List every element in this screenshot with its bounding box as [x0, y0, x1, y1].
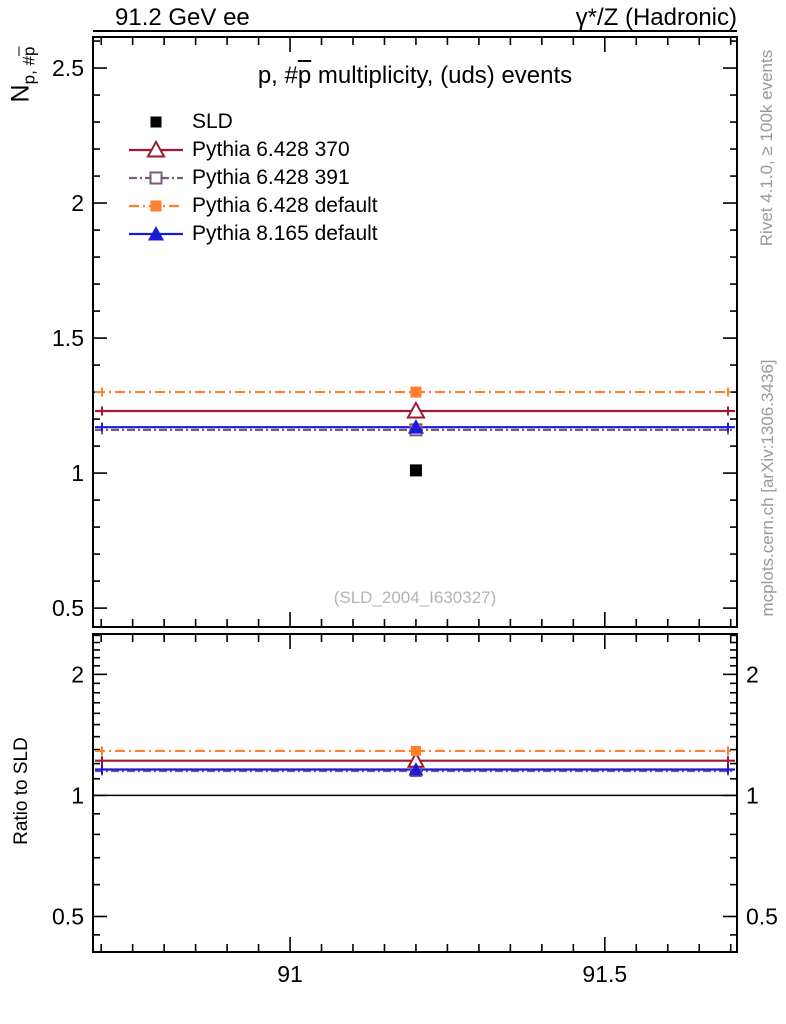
legend-label: Pythia 6.428 391 — [192, 166, 350, 189]
legend-item-pythia6-default: Pythia 6.428 default — [128, 192, 378, 220]
svg-text:91.5: 91.5 — [582, 961, 627, 987]
header-beam-energy: 91.2 GeV ee — [115, 4, 250, 31]
sld-marker-icon — [128, 112, 184, 132]
svg-text:1.5: 1.5 — [52, 325, 84, 351]
main-y-axis-label-subscript-pbar: p — [19, 46, 39, 57]
ratio-y-axis-label: Ratio to SLD — [11, 737, 32, 845]
svg-text:91: 91 — [277, 961, 303, 987]
plot-title: p, #p multiplicity, (uds) events — [93, 62, 737, 90]
plot-title-prefix: p, # — [257, 62, 298, 89]
rivet-version-text: Rivet 4.1.0, ≥ 100k events — [757, 49, 776, 247]
svg-text:0.5: 0.5 — [52, 595, 84, 621]
legend-item-pythia8-default: Pythia 8.165 default — [128, 220, 378, 248]
svg-text:1: 1 — [71, 460, 84, 486]
pythia6-default-marker-icon — [128, 196, 184, 216]
legend-label: SLD — [192, 110, 233, 133]
svg-text:1: 1 — [746, 782, 759, 808]
legend-item-pythia6-391: Pythia 6.428 391 — [128, 164, 378, 192]
svg-text:2.5: 2.5 — [52, 55, 84, 81]
svg-text:2: 2 — [71, 661, 84, 687]
analysis-id-watermark: (SLD_2004_I630327) — [333, 588, 497, 607]
legend-item-pythia6-370: Pythia 6.428 370 — [128, 136, 378, 164]
plot-title-pbar: p — [297, 62, 312, 89]
mcplots-reference-text: mcplots.cern.ch [arXiv:1306.3436] — [758, 359, 777, 617]
svg-text:1: 1 — [71, 782, 84, 808]
legend-label: Pythia 6.428 default — [192, 194, 378, 217]
svg-text:0.5: 0.5 — [52, 903, 84, 929]
main-y-axis-label: Np, #p — [7, 20, 40, 130]
svg-text:2: 2 — [746, 661, 759, 687]
legend: SLD Pythia 6.428 370 Pythia 6.428 391 Py… — [128, 108, 378, 248]
header-process: γ*/Z (Hadronic) — [575, 4, 737, 31]
pythia8-default-marker-icon — [128, 224, 184, 244]
main-y-axis-label-symbol: N — [6, 84, 35, 103]
plot-title-suffix: multiplicity, (uds) events — [311, 62, 573, 89]
pythia6-370-marker-icon — [128, 139, 184, 160]
svg-text:2: 2 — [71, 190, 84, 216]
main-y-axis-label-subscript: p, # — [19, 56, 39, 85]
svg-text:0.5: 0.5 — [746, 903, 778, 929]
legend-label: Pythia 6.428 370 — [192, 138, 350, 161]
pythia6-391-marker-icon — [128, 168, 184, 188]
legend-item-sld: SLD — [128, 108, 378, 136]
legend-label: Pythia 8.165 default — [192, 222, 378, 245]
